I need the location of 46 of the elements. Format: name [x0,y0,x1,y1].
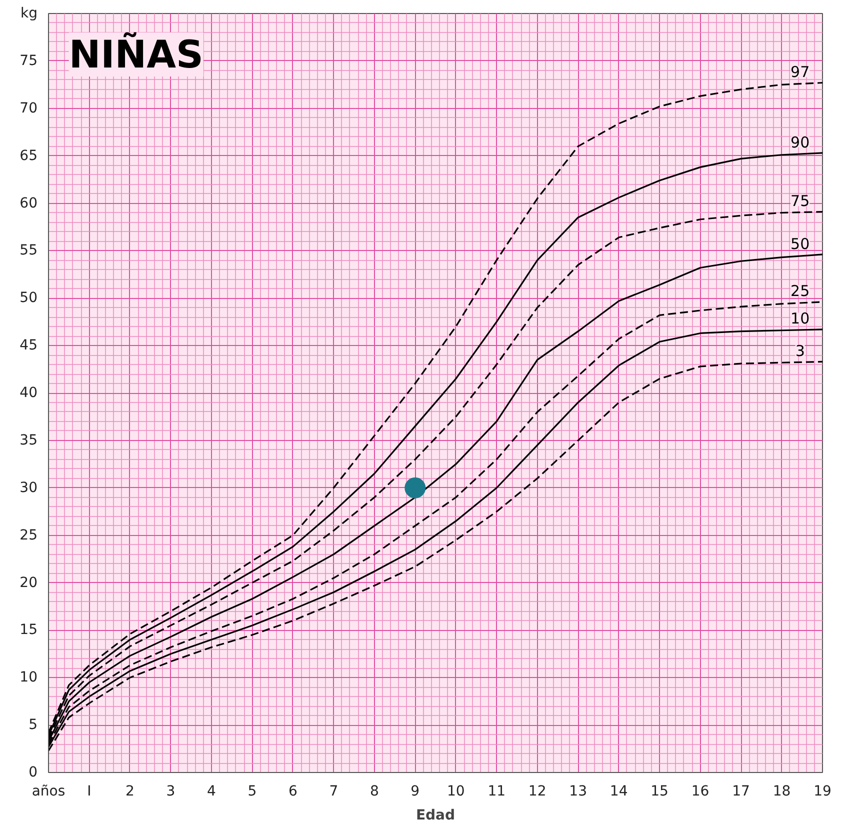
x-tick-label: 18 [772,784,791,800]
series-label: 10 [790,310,810,328]
text: NIÑAS [68,31,204,76]
y-tick-label: 10 [20,670,38,686]
y-tick-label: 65 [20,148,38,164]
y-tick-label: 0 [28,764,38,780]
x-tick-label: 7 [329,784,338,800]
x-tick-label: 11 [488,784,506,800]
y-tick-label: 40 [20,385,38,401]
series-label: 3 [795,342,805,360]
x-tick-label: 2 [126,784,134,800]
y-tick-label: 25 [20,527,38,544]
x-tick-label: 9 [410,784,420,800]
y-tick-label: 70 [20,100,38,116]
x-tick-label: 8 [370,784,379,800]
x-axis-title: Edad [416,808,456,824]
y-tick-label: 60 [20,195,38,212]
x-tick-label: 17 [732,784,750,800]
x-tick-label: 10 [446,784,465,800]
y-tick-label: 55 [20,242,38,259]
x-tick-label: 15 [650,784,668,800]
x-tick-label: 5 [248,784,257,800]
y-tick-label: 5 [28,717,38,734]
y-tick-label: 75 [20,52,38,69]
y-tick-label: kg [20,6,38,22]
x-tick-label: I [87,784,92,800]
series-label: 97 [790,63,810,82]
y-tick-label: 35 [20,432,38,448]
x-tick-label: años [32,784,66,800]
x-tick-label: 13 [569,784,587,800]
x-tick-label: 4 [206,784,216,800]
series-label: 50 [790,234,810,253]
y-tick-label: 50 [20,290,38,306]
x-tick-label: 16 [691,784,710,800]
x-tick-label: 12 [528,784,546,800]
x-tick-label: 3 [166,784,176,800]
series-label: 75 [790,192,810,210]
y-tick-label: 30 [20,480,38,496]
series-label: 90 [790,133,810,152]
x-tick-label: 6 [288,784,298,800]
x-tick-label: 14 [610,784,628,800]
y-tick-label: 45 [20,338,38,354]
series-label: 25 [790,282,810,300]
y-tick-label: 20 [20,574,38,591]
x-tick-label: 19 [814,784,832,800]
y-tick-label: 15 [20,622,38,638]
